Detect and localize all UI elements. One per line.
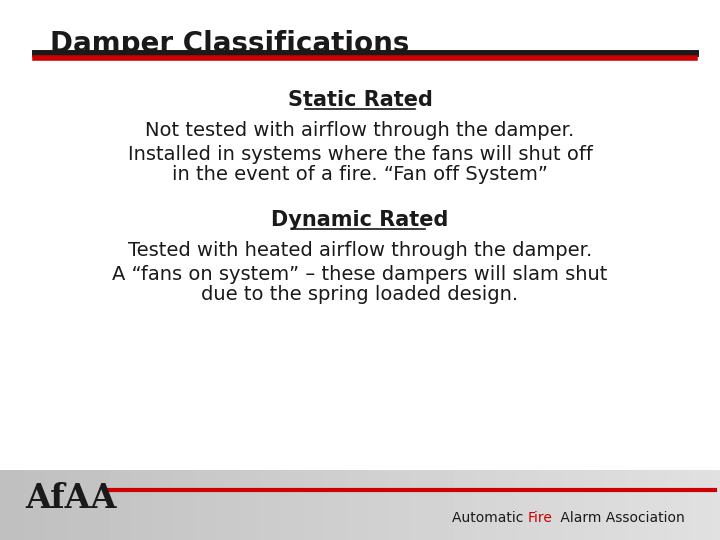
- Bar: [0, 0, 720, 470]
- Text: Damper Classifications: Damper Classifications: [50, 30, 410, 58]
- Text: Static Rated: Static Rated: [287, 90, 433, 110]
- Text: due to the spring loaded design.: due to the spring loaded design.: [202, 286, 518, 305]
- Text: A “fans on system” – these dampers will slam shut: A “fans on system” – these dampers will …: [112, 265, 608, 284]
- Text: AfAA: AfAA: [25, 482, 117, 515]
- Text: Automatic: Automatic: [452, 511, 528, 525]
- Text: Fire: Fire: [528, 511, 553, 525]
- Text: Installed in systems where the fans will shut off: Installed in systems where the fans will…: [127, 145, 593, 164]
- Text: in the event of a fire. “Fan off System”: in the event of a fire. “Fan off System”: [172, 165, 548, 185]
- Text: Dynamic Rated: Dynamic Rated: [271, 210, 449, 230]
- Text: Alarm Association: Alarm Association: [556, 511, 685, 525]
- Text: Tested with heated airflow through the damper.: Tested with heated airflow through the d…: [128, 240, 592, 260]
- Text: Not tested with airflow through the damper.: Not tested with airflow through the damp…: [145, 120, 575, 139]
